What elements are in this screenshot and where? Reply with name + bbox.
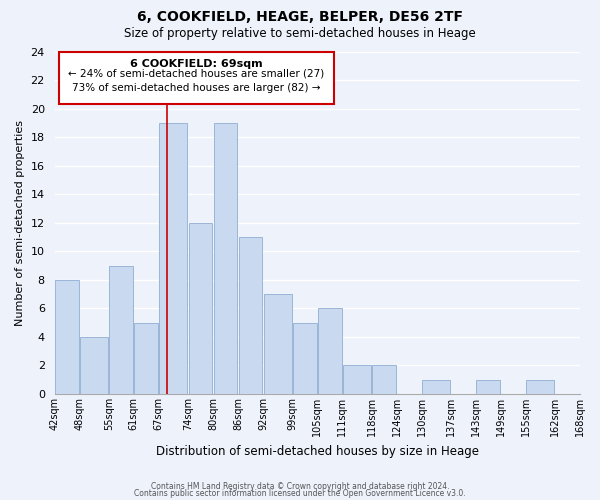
Text: Contains HM Land Registry data © Crown copyright and database right 2024.: Contains HM Land Registry data © Crown c… — [151, 482, 449, 491]
FancyBboxPatch shape — [59, 52, 334, 104]
Y-axis label: Number of semi-detached properties: Number of semi-detached properties — [15, 120, 25, 326]
Bar — [188, 223, 212, 394]
Bar — [109, 266, 133, 394]
Bar — [372, 366, 396, 394]
Text: 73% of semi-detached houses are larger (82) →: 73% of semi-detached houses are larger (… — [72, 83, 320, 93]
Bar — [134, 322, 158, 394]
Bar — [80, 337, 108, 394]
Bar — [55, 280, 79, 394]
Text: ← 24% of semi-detached houses are smaller (27): ← 24% of semi-detached houses are smalle… — [68, 68, 325, 78]
Bar — [422, 380, 450, 394]
Bar — [343, 366, 371, 394]
Bar — [160, 123, 187, 394]
Bar — [263, 294, 292, 394]
Text: Contains public sector information licensed under the Open Government Licence v3: Contains public sector information licen… — [134, 490, 466, 498]
Bar — [318, 308, 341, 394]
Text: Size of property relative to semi-detached houses in Heage: Size of property relative to semi-detach… — [124, 28, 476, 40]
Text: 6 COOKFIELD: 69sqm: 6 COOKFIELD: 69sqm — [130, 58, 263, 68]
Bar — [214, 123, 238, 394]
Bar — [293, 322, 317, 394]
Bar — [476, 380, 500, 394]
Text: 6, COOKFIELD, HEAGE, BELPER, DE56 2TF: 6, COOKFIELD, HEAGE, BELPER, DE56 2TF — [137, 10, 463, 24]
X-axis label: Distribution of semi-detached houses by size in Heage: Distribution of semi-detached houses by … — [156, 444, 479, 458]
Bar — [239, 237, 262, 394]
Bar — [526, 380, 554, 394]
